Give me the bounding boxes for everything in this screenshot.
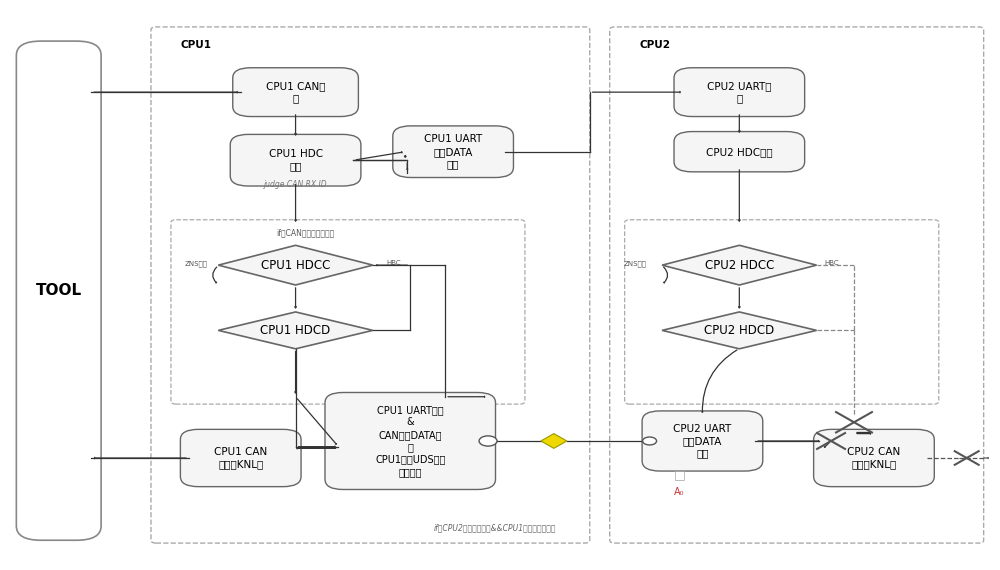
FancyBboxPatch shape: [674, 68, 805, 116]
Text: TOOL: TOOL: [36, 283, 82, 298]
Text: CPU1 CAN受
信: CPU1 CAN受 信: [266, 81, 325, 103]
Polygon shape: [662, 245, 817, 285]
FancyBboxPatch shape: [180, 429, 301, 487]
FancyBboxPatch shape: [325, 393, 496, 490]
Text: ZNS继续: ZNS继续: [184, 260, 207, 267]
FancyBboxPatch shape: [171, 220, 525, 404]
FancyBboxPatch shape: [814, 429, 934, 487]
Text: judge CAN RX ID: judge CAN RX ID: [264, 180, 327, 189]
FancyBboxPatch shape: [642, 411, 763, 471]
Polygon shape: [662, 312, 817, 349]
Text: HBC: HBC: [825, 260, 839, 266]
Text: □: □: [674, 469, 685, 482]
Text: CPU2 UART受
信: CPU2 UART受 信: [707, 81, 772, 103]
FancyBboxPatch shape: [16, 41, 101, 540]
FancyBboxPatch shape: [230, 135, 361, 186]
Text: CPU1 UART
送信DATA
设置: CPU1 UART 送信DATA 设置: [424, 135, 482, 169]
Polygon shape: [218, 312, 373, 349]
Text: ZNS继续: ZNS继续: [623, 260, 646, 267]
Polygon shape: [541, 434, 567, 449]
Text: CPU1 HDCD: CPU1 HDCD: [260, 324, 331, 337]
Text: CPU2 CAN
送信（KNL）: CPU2 CAN 送信（KNL）: [847, 447, 901, 469]
Text: if（CAN送信传输完了）: if（CAN送信传输完了）: [276, 229, 335, 237]
FancyBboxPatch shape: [393, 126, 513, 177]
Text: if（CPU2送信需求产生&&CPU1送信需求产生）: if（CPU2送信需求产生&&CPU1送信需求产生）: [434, 523, 556, 532]
Text: CPU2: CPU2: [640, 40, 671, 50]
Text: A₀: A₀: [674, 487, 685, 497]
Circle shape: [479, 436, 497, 446]
FancyBboxPatch shape: [674, 132, 805, 172]
FancyBboxPatch shape: [233, 68, 358, 116]
Text: CPU2 HDCD: CPU2 HDCD: [704, 324, 774, 337]
Text: CPU1 HDC
受信: CPU1 HDC 受信: [269, 149, 323, 172]
FancyBboxPatch shape: [625, 220, 939, 404]
Text: CPU1 UART受信
&
CAN送信DATA调
停
CPU1进行UDS回复
命令调停: CPU1 UART受信 & CAN送信DATA调 停 CPU1进行UDS回复 命…: [375, 405, 445, 477]
FancyBboxPatch shape: [151, 27, 590, 543]
Text: CPU1: CPU1: [181, 40, 212, 50]
Text: CPU1 CAN
送信（KNL）: CPU1 CAN 送信（KNL）: [214, 447, 267, 469]
Text: CPU2 UART
送信DATA
设置: CPU2 UART 送信DATA 设置: [673, 424, 732, 458]
Text: HBC: HBC: [386, 260, 401, 266]
Text: CPU2 HDC受信: CPU2 HDC受信: [706, 146, 773, 157]
Circle shape: [643, 437, 657, 445]
Polygon shape: [218, 245, 373, 285]
FancyBboxPatch shape: [610, 27, 984, 543]
Text: CPU1 HDCC: CPU1 HDCC: [261, 259, 330, 272]
Text: CPU2 HDCC: CPU2 HDCC: [705, 259, 774, 272]
